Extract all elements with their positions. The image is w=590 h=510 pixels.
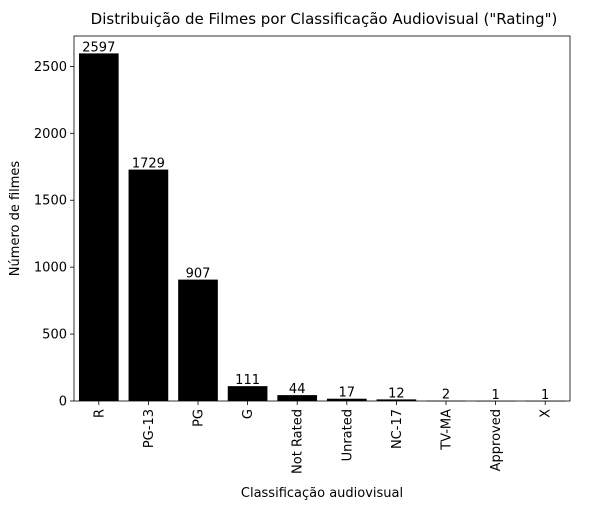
data-labels: 2597 1729 907 111 44 17 12 2 1 1	[82, 40, 549, 402]
y-axis-label: Número de filmes	[8, 161, 23, 277]
y-tick-label: 2500	[34, 60, 67, 75]
bar	[178, 279, 218, 401]
bar	[277, 395, 318, 401]
x-tick-label: Unrated	[340, 409, 355, 461]
data-label: 1729	[132, 157, 165, 172]
bar	[326, 398, 367, 401]
data-label: 1	[491, 388, 499, 403]
x-tick-label: TV-MA	[440, 409, 455, 451]
x-tick-label: G	[241, 409, 256, 419]
y-tick-label: 1000	[34, 261, 67, 276]
y-tick-label: 500	[42, 328, 67, 343]
bar	[227, 386, 268, 401]
plot-frame	[73, 35, 571, 402]
chart-title: Distribuição de Filmes por Classificação…	[91, 10, 558, 28]
x-tick-label: R	[92, 409, 107, 418]
x-axis-label: Classificação audiovisual	[241, 486, 403, 501]
x-tick-label: PG-13	[142, 409, 157, 448]
bar	[376, 399, 417, 401]
y-tick-label: 2000	[34, 127, 67, 142]
data-label: 2	[442, 388, 450, 403]
data-label: 12	[388, 386, 405, 401]
data-label: 17	[339, 386, 356, 401]
y-axis: 0 500 1000 1500 2000 2500	[34, 60, 74, 410]
y-tick-label: 1500	[34, 194, 67, 209]
data-label: 111	[235, 373, 260, 388]
x-axis: R PG-13 PG G Not Rated Unrated NC-17 TV-MA Appro…	[92, 401, 554, 474]
bars	[78, 53, 566, 402]
x-tick-label: X	[539, 409, 554, 418]
x-tick-label: NC-17	[390, 409, 405, 449]
x-tick-label: Not Rated	[291, 409, 306, 474]
bar	[78, 53, 119, 401]
data-label: 2597	[82, 40, 115, 55]
x-tick-label: PG	[192, 409, 207, 427]
data-label: 907	[186, 267, 211, 282]
x-tick-label: Approved	[489, 409, 504, 471]
data-label: 44	[289, 382, 306, 397]
bar	[128, 169, 169, 401]
data-label: 1	[541, 388, 549, 403]
y-tick-label: 0	[59, 395, 67, 410]
